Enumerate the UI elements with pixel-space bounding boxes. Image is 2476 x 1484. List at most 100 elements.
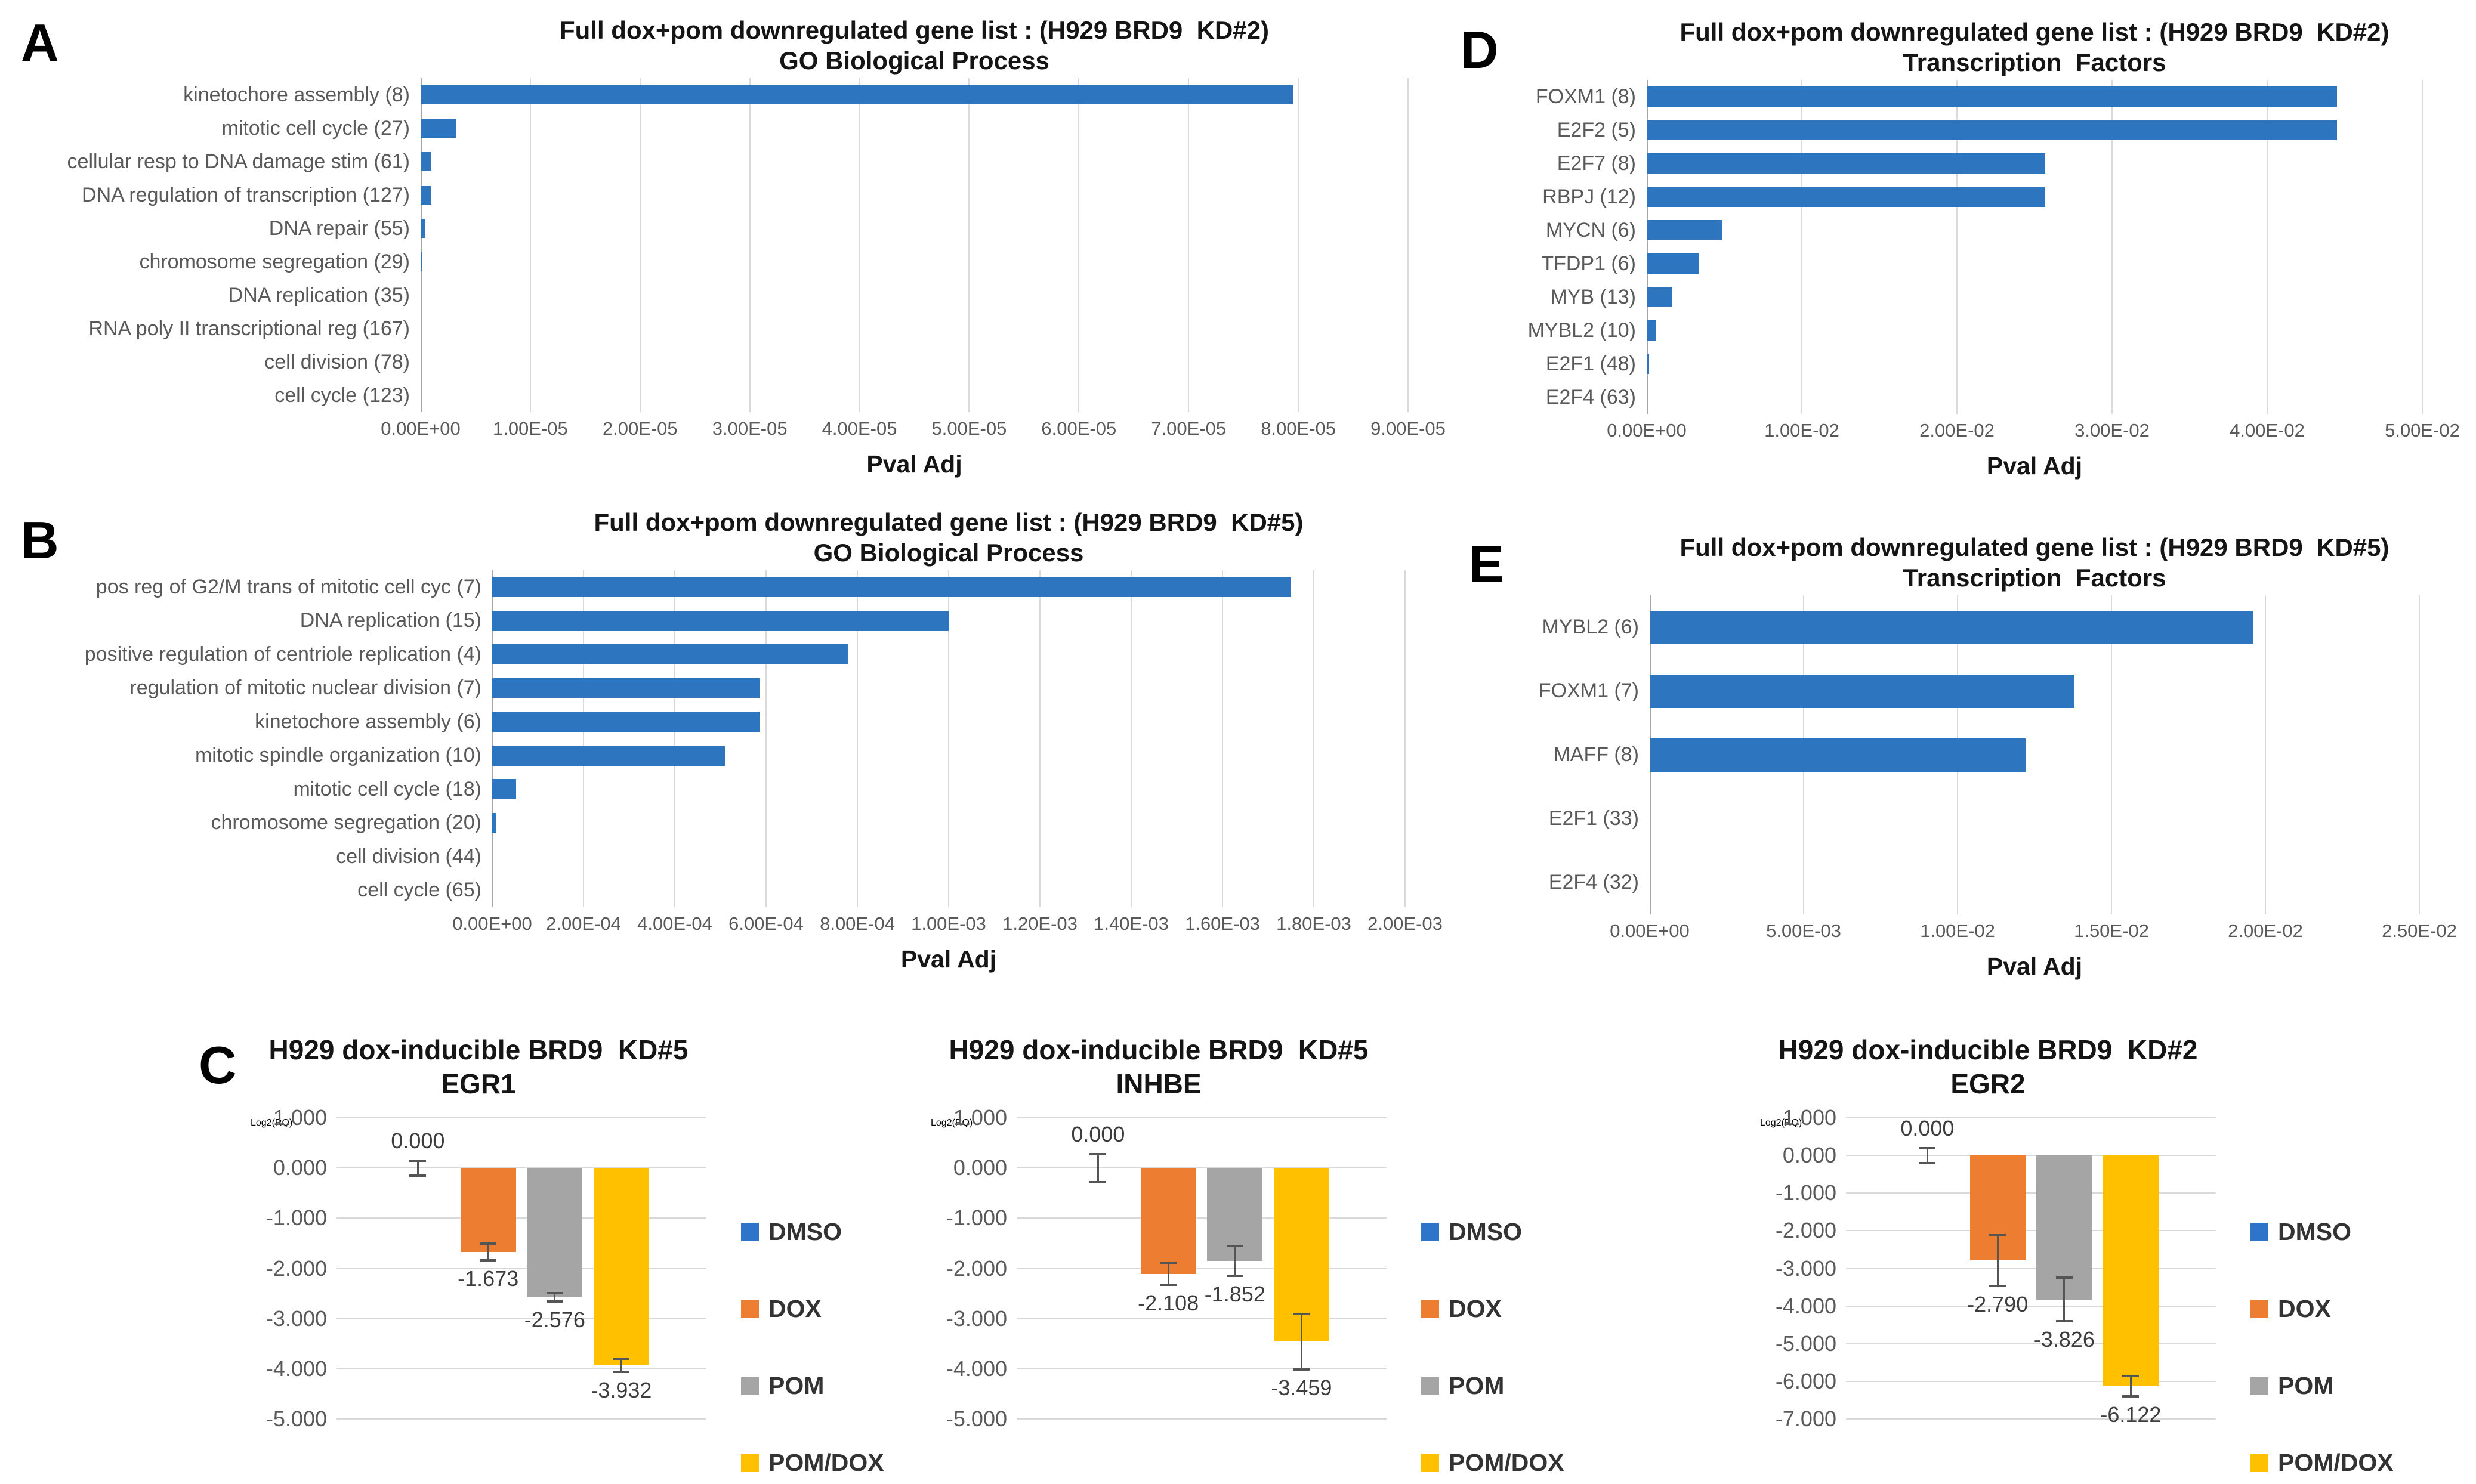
plot-area: 0.000 -1.673 -2.576 -3.932 xyxy=(336,1117,706,1420)
panel-letter-c: C xyxy=(199,1035,237,1095)
plot-area xyxy=(1650,595,2420,914)
x-tick-label: 5.00E-05 xyxy=(931,418,1007,439)
error-bar-cap xyxy=(1919,1161,1936,1164)
error-bar xyxy=(620,1359,622,1372)
bar-pom-dox xyxy=(1273,1168,1329,1342)
bar xyxy=(1647,187,2046,207)
legend-label: DOX xyxy=(1449,1295,1502,1322)
chart-title-line2: Transcription Factors xyxy=(1903,48,2166,76)
bar-pom-dox xyxy=(2103,1155,2159,1386)
error-bar xyxy=(554,1293,556,1301)
legend-item-dmso: DMSO xyxy=(741,1218,884,1246)
x-tick-label: 3.00E-05 xyxy=(712,418,788,439)
chart-title-line1: Full dox+pom downregulated gene list : (… xyxy=(559,16,1269,44)
gridline xyxy=(1846,1380,2216,1382)
gridline xyxy=(1801,80,1802,414)
legend-label: POM xyxy=(2278,1372,2334,1399)
x-axis-ticks: 0.00E+00 1.00E-02 2.00E-02 3.00E-02 4.00E-02… xyxy=(1607,414,2460,444)
x-tick-label: 0.00E+00 xyxy=(381,418,461,439)
legend-item-dox: DOX xyxy=(1421,1295,1564,1323)
category-label: kinetochore assembly (8) xyxy=(183,83,410,106)
x-axis-title: Pval Adj xyxy=(1986,953,2083,980)
gridline xyxy=(1188,78,1190,412)
gridline xyxy=(765,570,767,907)
gridline xyxy=(2267,80,2268,414)
y-tick-label: -2.000 xyxy=(265,1256,327,1281)
category-label: FOXM1 (8) xyxy=(1535,85,1636,108)
plot-area: 0.000 -2.790 -3.826 -6.122 xyxy=(1846,1116,2216,1427)
bar xyxy=(1650,674,2075,708)
error-bar-cap xyxy=(1989,1233,2006,1236)
gridline xyxy=(968,78,970,412)
error-bar-cap xyxy=(1293,1368,1310,1371)
legend: DMSO DOX POM POM/DOX xyxy=(1421,1118,1564,1477)
y-tick-label: 1.000 xyxy=(953,1105,1007,1130)
chart-title-line1: Full dox+pom downregulated gene list : (… xyxy=(1680,533,2389,561)
category-label: kinetochore assembly (6) xyxy=(255,710,481,733)
x-tick-label: 5.00E-03 xyxy=(1766,920,1841,941)
error-bar-cap xyxy=(1160,1284,1177,1287)
bar xyxy=(1647,320,1656,341)
gridline xyxy=(1017,1418,1387,1420)
chart-title-line1: H929 dox-inducible BRD9 KD#5 xyxy=(268,1034,689,1065)
legend-item-pom-dox: POM/DOX xyxy=(1421,1449,1564,1477)
gridline xyxy=(1846,1230,2216,1232)
error-bar xyxy=(416,1160,419,1176)
y-tick-label: -5.000 xyxy=(946,1406,1007,1431)
error-bar-cap xyxy=(2122,1374,2140,1377)
x-tick-label: 4.00E-05 xyxy=(822,418,897,439)
gridline xyxy=(1017,1267,1387,1269)
bar xyxy=(421,119,456,138)
x-tick-label: 1.00E-02 xyxy=(1764,420,1839,441)
gridline xyxy=(674,570,675,907)
gridline xyxy=(1017,1167,1387,1169)
bar xyxy=(1650,610,2253,644)
legend-label: DOX xyxy=(2278,1295,2331,1322)
chart-qpcr-egr1: H929 dox-inducible BRD9 KD#5 EGR1 Log2(RQ)… xyxy=(251,1033,884,1477)
x-tick-label: 1.80E-03 xyxy=(1276,913,1351,934)
bar-dox xyxy=(460,1168,516,1252)
x-tick-label: 6.00E-05 xyxy=(1041,418,1117,439)
chart-title: H929 dox-inducible BRD9 KD#5 EGR1 xyxy=(251,1033,706,1101)
legend-label: POM xyxy=(1449,1372,1505,1399)
x-tick-label: 1.00E-02 xyxy=(1920,920,1995,941)
gridline xyxy=(1078,78,1080,412)
gridline xyxy=(1222,570,1223,907)
gridline xyxy=(1017,1217,1387,1219)
legend-label: POM/DOX xyxy=(1449,1449,1564,1476)
error-bar-cap xyxy=(1160,1262,1177,1265)
y-axis-ticks: 1.000 0.000 -1.000 -2.000 -3.000 -4.000 -5.000 xyxy=(946,1105,1017,1431)
gridline xyxy=(1647,80,1648,414)
legend-item-dox: DOX xyxy=(2250,1295,2394,1323)
y-tick-label: -1.000 xyxy=(1775,1180,1836,1205)
x-tick-label: 0.00E+00 xyxy=(1610,920,1690,941)
legend-label: DMSO xyxy=(768,1218,842,1245)
legend-swatch xyxy=(1421,1454,1439,1472)
category-label: E2F1 (33) xyxy=(1548,807,1639,830)
category-label: pos reg of G2/M trans of mitotic cell cy… xyxy=(95,575,481,598)
category-labels: FOXM1 (8) E2F2 (5) E2F7 (8) RBPJ (12) MYCN (… xyxy=(1521,80,1647,414)
x-tick-label: 8.00E-05 xyxy=(1261,418,1336,439)
chart-title: H929 dox-inducible BRD9 KD#2 EGR2 xyxy=(1760,1033,2216,1101)
chart-title-line2: Transcription Factors xyxy=(1903,564,2166,592)
value-label: -1.673 xyxy=(458,1266,519,1291)
chart-title-line2: GO Biological Process xyxy=(813,539,1084,567)
error-bar-cap xyxy=(480,1259,497,1262)
category-label: chromosome segregation (20) xyxy=(211,811,481,834)
category-label: E2F4 (32) xyxy=(1548,871,1639,894)
category-label: mitotic cell cycle (18) xyxy=(293,777,481,800)
gridline xyxy=(1404,570,1406,907)
y-axis-ticks: 1.000 0.000 -1.000 -2.000 -3.000 -4.000 -5.000 xyxy=(266,1105,336,1431)
gridline xyxy=(1298,78,1299,412)
bar xyxy=(492,745,725,766)
panel-letter-d: D xyxy=(1461,20,1499,79)
chart-title-line1: Full dox+pom downregulated gene list : (… xyxy=(594,508,1304,536)
y-tick-label: -4.000 xyxy=(265,1356,327,1381)
legend-item-pom-dox: POM/DOX xyxy=(741,1449,884,1477)
gridline xyxy=(421,78,422,412)
gridline xyxy=(1846,1155,2216,1157)
error-bar-cap xyxy=(546,1292,563,1295)
legend-swatch xyxy=(1421,1377,1439,1395)
x-tick-label: 1.60E-03 xyxy=(1185,913,1260,934)
gridline xyxy=(1131,570,1132,907)
